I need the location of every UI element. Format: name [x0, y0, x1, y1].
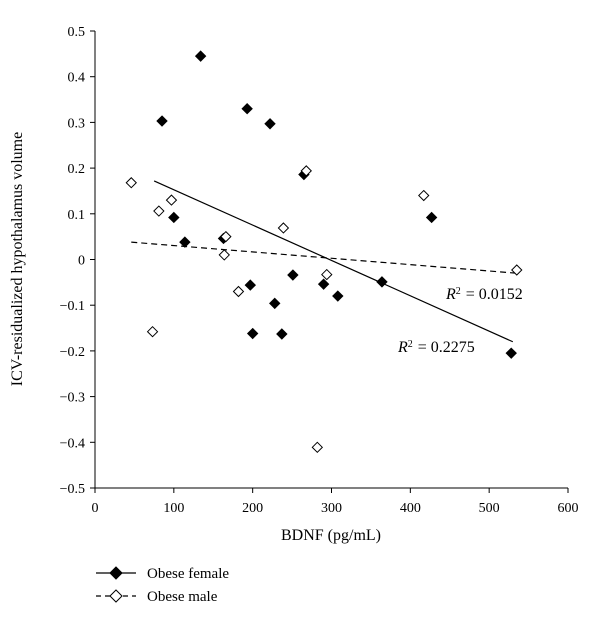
r2-label-obese-female: R2 = 0.2275	[397, 339, 475, 357]
data-point-obese-male	[146, 325, 159, 338]
y-tick-label: 0	[78, 254, 85, 269]
x-tick-label: 100	[163, 501, 184, 516]
data-point-obese-female	[246, 327, 259, 340]
data-point-obese-female	[505, 347, 517, 359]
x-tick-label: 600	[558, 501, 579, 516]
data-point-obese-female	[276, 328, 288, 340]
data-point-obese-male	[232, 285, 245, 298]
data-point-obese-male	[218, 249, 230, 261]
y-tick-label: −0.2	[60, 345, 85, 360]
data-point-obese-female	[332, 290, 344, 302]
y-tick-label: 0.4	[68, 71, 86, 86]
trendline-obese-male	[131, 241, 517, 274]
data-point-obese-female	[317, 278, 330, 290]
y-axis-ticks: −0.5 −0.4 −0.3 −0.2 −0.1 0 0.1 0.2 0.3 0.4 0.5	[60, 25, 95, 497]
y-tick-label: −0.3	[60, 391, 85, 406]
data-point-obese-female	[194, 50, 207, 62]
legend-label-obese-female: Obese female	[147, 566, 229, 582]
x-tick-label: 0	[92, 501, 99, 516]
data-point-obese-female	[156, 115, 168, 127]
data-point-obese-male	[311, 441, 324, 454]
x-tick-label: 500	[479, 501, 500, 516]
x-tick-label: 200	[242, 501, 263, 516]
y-tick-label: 0.2	[68, 162, 86, 177]
data-point-obese-female	[287, 269, 299, 281]
legend: Obese female Obese male	[96, 566, 229, 605]
data-point-obese-female	[168, 211, 180, 224]
y-tick-label: 0.5	[68, 25, 86, 40]
legend-item-obese-male: Obese male	[96, 589, 218, 605]
data-point-obese-female	[179, 236, 191, 248]
y-axis-title: ICV-residualized hypothalamus volume	[9, 132, 26, 386]
x-tick-label: 300	[321, 501, 342, 516]
axes	[94, 31, 568, 489]
data-point-obese-male	[220, 230, 232, 243]
trendline-obese-female	[153, 180, 514, 343]
x-axis-title: BDNF (pg/mL)	[281, 527, 381, 544]
x-tick-label: 400	[400, 501, 421, 516]
data-point-obese-male	[277, 222, 290, 234]
data-point-obese-female	[264, 118, 276, 130]
y-tick-label: −0.5	[60, 482, 85, 497]
x-axis-ticks: 0 100 200 300 400 500 600	[92, 488, 579, 516]
data-point-obese-female	[376, 276, 388, 288]
y-tick-label: −0.4	[60, 436, 85, 451]
data-point-obese-female	[269, 297, 281, 310]
trendlines	[131, 180, 517, 343]
r2-label-obese-male: R2 = 0.0152	[445, 286, 523, 304]
data-points	[125, 50, 523, 454]
data-point-obese-male	[418, 189, 430, 202]
y-tick-label: 0.3	[68, 116, 86, 131]
data-point-obese-male	[511, 264, 523, 276]
data-point-obese-female	[241, 102, 253, 115]
y-tick-label: 0.1	[68, 208, 86, 223]
data-point-obese-male	[165, 194, 178, 206]
data-point-obese-female	[425, 211, 438, 224]
legend-label-obese-male: Obese male	[147, 589, 218, 605]
data-point-obese-male	[153, 205, 165, 217]
data-point-obese-male	[321, 268, 333, 281]
y-tick-label: −0.1	[60, 299, 85, 314]
data-point-obese-male	[125, 177, 137, 189]
data-point-obese-male	[300, 165, 312, 177]
data-point-obese-female	[244, 279, 257, 291]
legend-item-obese-female: Obese female	[96, 566, 229, 582]
